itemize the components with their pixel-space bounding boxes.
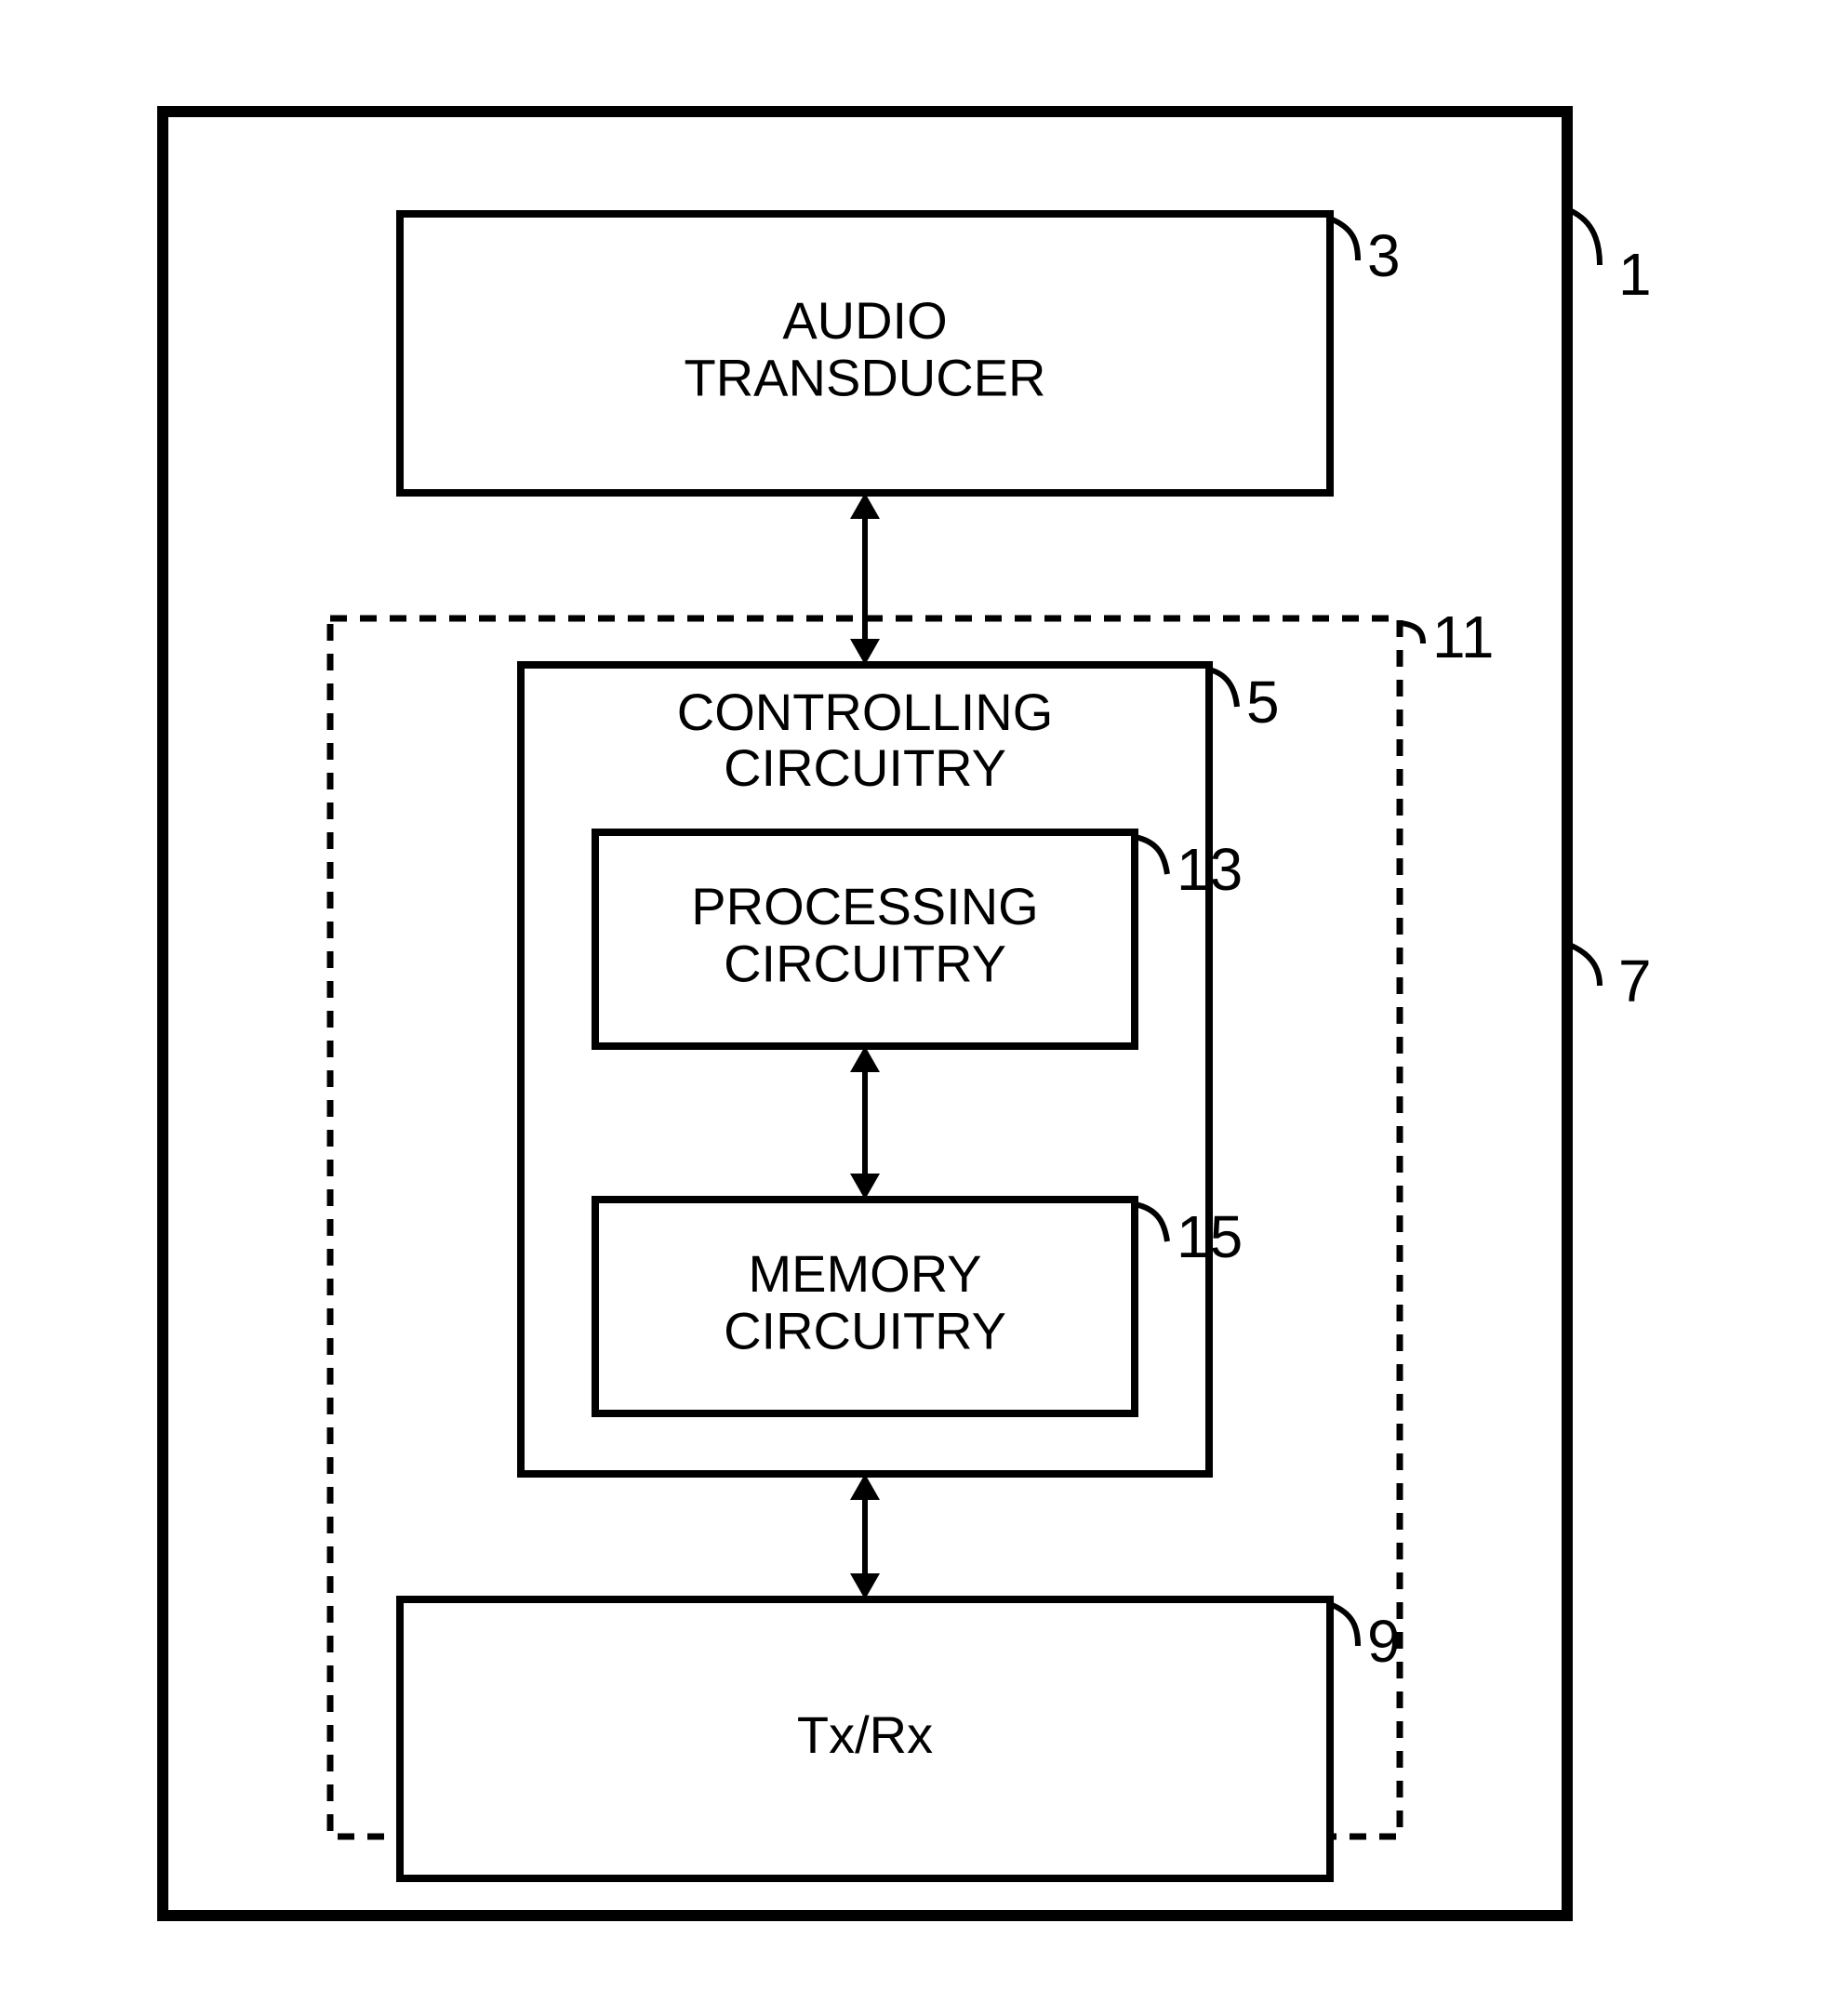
ref-1: 1 bbox=[1618, 241, 1652, 308]
processing-circuitry-label-line2: CIRCUITRY bbox=[724, 935, 1006, 993]
ref-9: 9 bbox=[1367, 1608, 1401, 1675]
ref-13: 13 bbox=[1177, 836, 1243, 903]
memory-circuitry-label-line1: MEMORY bbox=[749, 1244, 982, 1303]
audio-transducer-label-line2: TRANSDUCER bbox=[685, 349, 1046, 407]
txrx-label: Tx/Rx bbox=[797, 1705, 933, 1764]
ref-11: 11 bbox=[1432, 603, 1494, 670]
controlling-circuitry-label-line2: CIRCUITRY bbox=[724, 738, 1006, 797]
ref-15: 15 bbox=[1177, 1203, 1243, 1270]
controlling-circuitry-label-line1: CONTROLLING bbox=[677, 683, 1054, 741]
ref-5: 5 bbox=[1246, 669, 1280, 736]
audio-transducer-label-line1: AUDIO bbox=[782, 291, 947, 350]
memory-circuitry-label-line2: CIRCUITRY bbox=[724, 1302, 1006, 1360]
ref-3: 3 bbox=[1367, 222, 1401, 289]
ref-7: 7 bbox=[1618, 948, 1652, 1015]
processing-circuitry-label-line1: PROCESSING bbox=[691, 877, 1038, 935]
